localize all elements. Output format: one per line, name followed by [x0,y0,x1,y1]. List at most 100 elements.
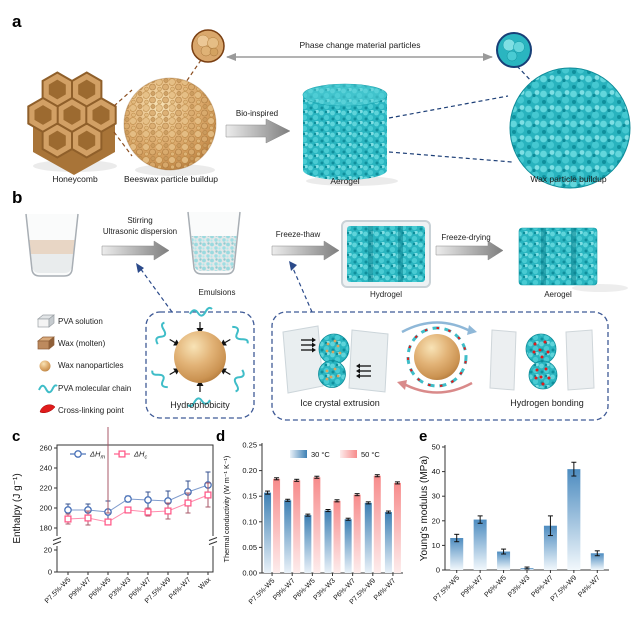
phase-particles-label: Phase change material particles [299,40,421,50]
bar [364,502,372,573]
legend-label: ΔHm [89,450,105,461]
y-tick-label: 40 [432,467,440,476]
y-tick-label: 180 [39,524,52,533]
hydrophobicity-label: Hydrophobicity [170,400,230,410]
x-tick-label: Wax [198,576,213,591]
double-arrow [226,53,493,61]
y-tick-label: 0.10 [242,517,257,526]
aerogel-b-label: Aerogel [544,290,572,299]
process-arrow-3 [435,240,504,261]
data-point [204,491,212,499]
data-point [144,508,152,516]
emulsions-label: Emulsions [198,288,236,297]
chart-enthalpy: 180 200 220 240 260 0 20 P7.5%-W5 P9%-W7 P6%-W5 P3… [8,376,218,619]
y-tick-label: 200 [39,504,52,513]
beeswax-sphere-illustration [123,77,217,176]
panel-b-label: b [12,188,23,207]
bar [590,553,604,570]
bar [344,519,352,573]
data-point [64,515,72,523]
x-tick-label: P3%-W3 [507,574,532,599]
data-point [184,499,192,507]
freeze-drying-label: Freeze-drying [441,233,491,242]
caption-aerogel: Aerogel [330,176,360,186]
y-tick-label: 30 [432,492,440,501]
y-tick-label: 0.15 [242,492,257,501]
magnifier-dashes-tan [113,59,202,157]
panel-d-label: d [216,428,226,445]
beaker-solution [25,213,79,277]
chart-c-svg: 180200220240260020P7.5%-W5P9%-W7P6%-W5P3… [12,376,218,605]
legend-wax-molten: Wax (molten) [58,339,106,348]
c-y-axis-title: Enthalpy (J g⁻¹) [12,473,23,543]
legend-label: 50 °C [361,450,380,459]
data-point [124,495,132,503]
chart-youngs-modulus: 0 10 20 30 40 50 P7.5%-W5 P9%-W7 P6%-W5 P3%-W3 P6%… [415,427,640,619]
freeze-thaw-label: Freeze-thaw [275,230,321,239]
caption-honeycomb: Honeycomb [52,174,98,184]
y-tick-label: 10 [432,541,440,550]
x-tick-label: P4%-W7 [373,577,398,602]
magnifier-dashes-navy [388,65,535,163]
bar [333,500,341,573]
panel-c-label: c [12,428,21,445]
coated-particle-illustration [397,321,477,394]
data-point [164,507,172,515]
hydrogen-bonding-label: Hydrogen bonding [510,398,584,408]
chart-thermal-conductivity: 0.00 0.05 0.10 0.15 0.20 0.25 P7.5%-W5 P9%-W7 P6… [213,427,413,619]
dashed-callout-arrows [136,261,313,313]
mechanism-inset [271,311,609,421]
caption-wax-buildup: Wax particle buildup [530,174,607,184]
bar [313,477,321,573]
data-point [64,506,72,514]
legend-pva-chain: PVA molecular chain [58,384,132,393]
x-tick-label: P9%-W7 [460,574,485,599]
x-tick-label: P4%-W7 [577,574,602,599]
legend-pva-solution: PVA solution [58,317,103,326]
bar-chart-svg: 0.000.050.100.150.200.25P7.5%-W5P9%-W7P6… [222,441,403,606]
hydrogen-bonding-illustration [489,329,595,391]
bar [393,482,401,573]
ultrasonic-label: Ultrasonic dispersion [102,227,178,236]
bar [324,510,332,573]
x-tick-label: P7.5%-W5 [433,574,462,603]
x-tick-label: P4%-W7 [168,576,193,601]
x-tick-label: P6%-W5 [484,574,509,599]
bio-inspired-label: Bio-inspired [235,109,279,118]
aerogel-block-illustration [518,227,628,292]
wax-buildup-circle-illustration [509,67,631,189]
ice-crystal-extrusion-illustration [282,325,389,394]
y-tick-label: 20 [44,546,52,555]
bar [473,519,487,570]
pcm-particle-teal-icon [496,32,532,68]
y-tick-label: 0 [48,568,52,577]
bar [304,515,312,573]
bar [567,469,581,570]
wax-nanoparticles-icon [39,360,51,372]
bar [264,492,272,573]
y-tick-label: 0.05 [242,543,257,552]
data-point [104,518,112,526]
y-tick-label: 50 [432,443,440,452]
process-arrow-2 [271,240,340,261]
panel-e-label: e [419,428,428,445]
y-tick-label: 20 [432,516,440,525]
bio-inspired-arrow [225,118,291,144]
wax-molten-icon [37,336,55,350]
legend-swatch [340,450,357,458]
y-tick-label: 260 [39,444,52,453]
hydrophobicity-inset [145,306,255,419]
legend-label: ΔHc [133,450,147,461]
process-arrow-1 [101,240,170,261]
y-tick-label: 0 [436,566,440,575]
stirring-label: Stirring [127,216,153,225]
honeycomb-illustration [27,71,117,175]
legend-wax-nanoparticles: Wax nanoparticles [58,361,124,370]
cross-linking-point-icon [39,404,56,414]
pcm-particle-tan-icon [191,29,225,63]
bar [273,478,281,573]
y-tick-label: 220 [39,484,52,493]
bar [293,480,301,573]
data-point [84,514,92,522]
